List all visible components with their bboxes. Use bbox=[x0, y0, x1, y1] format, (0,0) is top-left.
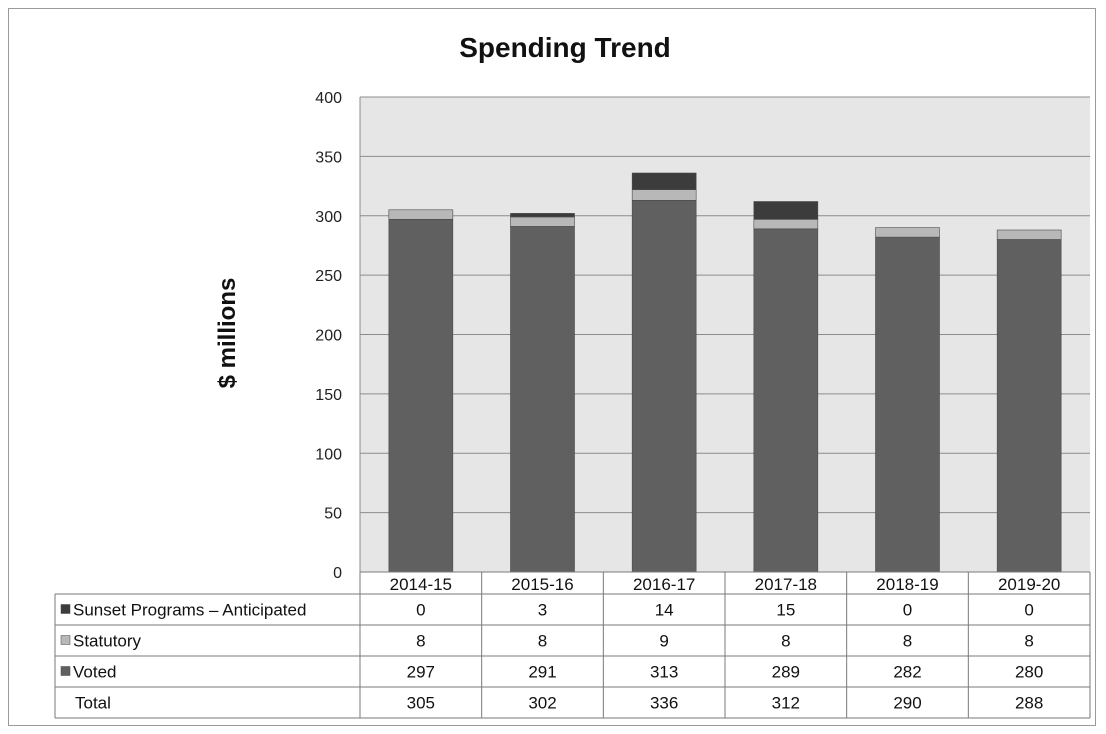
total-value: 302 bbox=[528, 694, 556, 713]
y-tick-label: 350 bbox=[315, 149, 342, 166]
data-label: 280 bbox=[1015, 663, 1043, 682]
data-label: 313 bbox=[650, 663, 678, 682]
legend-swatch bbox=[60, 666, 71, 676]
bar-segment-voted bbox=[388, 219, 454, 573]
data-label: 291 bbox=[528, 663, 556, 682]
bar-segment-statutory bbox=[996, 229, 1062, 240]
total-label: Total bbox=[75, 694, 111, 713]
data-label: 289 bbox=[772, 663, 800, 682]
legend-label: Sunset Programs – Anticipated bbox=[73, 601, 306, 620]
data-label: 8 bbox=[416, 632, 425, 651]
y-tick-label: 100 bbox=[315, 446, 342, 463]
total-value: 336 bbox=[650, 694, 678, 713]
y-tick-label: 400 bbox=[315, 90, 342, 107]
bar-segment-statutory bbox=[631, 189, 697, 201]
x-tick-label: 2019-20 bbox=[998, 575, 1060, 594]
data-label: 8 bbox=[1024, 632, 1033, 651]
total-value: 305 bbox=[407, 694, 435, 713]
y-tick-label: 150 bbox=[315, 387, 342, 404]
total-value: 312 bbox=[772, 694, 800, 713]
bar-segment-sunset bbox=[510, 213, 575, 218]
x-tick-label: 2016-17 bbox=[633, 575, 695, 594]
bar-segment-voted bbox=[753, 228, 819, 573]
total-value: 288 bbox=[1015, 694, 1043, 713]
data-label: 8 bbox=[538, 632, 547, 651]
legend-label: Voted bbox=[73, 663, 117, 682]
plot-area: 0 50 100 150 200 250 300 350 400 bbox=[315, 90, 1090, 582]
data-label: 0 bbox=[1024, 601, 1033, 620]
bar-segment-voted bbox=[510, 226, 575, 573]
y-tick-label: 50 bbox=[324, 506, 342, 523]
x-tick-label: 2015-16 bbox=[511, 575, 573, 594]
y-tick-label: 250 bbox=[315, 268, 342, 285]
x-tick-label: 2018-19 bbox=[876, 575, 938, 594]
bar-segment-statutory bbox=[875, 227, 940, 238]
x-tick-label: 2017-18 bbox=[755, 575, 817, 594]
bar-segment-sunset bbox=[631, 172, 697, 190]
bar-segment-statutory bbox=[510, 216, 575, 227]
data-label: 8 bbox=[903, 632, 912, 651]
y-tick-label: 200 bbox=[315, 328, 342, 345]
data-label: 8 bbox=[781, 632, 790, 651]
data-label: 9 bbox=[659, 632, 668, 651]
data-table: 2014-15 2015-16 2016-17 2017-18 2018-19 2019-… bbox=[54, 571, 1091, 719]
bar-segment-sunset bbox=[753, 201, 819, 220]
y-tick-label: 0 bbox=[333, 565, 342, 582]
bar-segment-statutory bbox=[388, 209, 454, 220]
y-tick-label: 300 bbox=[315, 209, 342, 226]
chart-title: Spending Trend bbox=[459, 32, 671, 63]
data-label: 14 bbox=[655, 601, 674, 620]
bar-segment-voted bbox=[631, 200, 697, 573]
data-label: 0 bbox=[903, 601, 912, 620]
data-label: 0 bbox=[416, 601, 425, 620]
legend-swatch bbox=[60, 635, 71, 645]
x-tick-label: 2014-15 bbox=[390, 575, 452, 594]
legend-label: Statutory bbox=[73, 632, 142, 651]
y-axis-label: $ millions bbox=[214, 278, 241, 389]
bar-segment-statutory bbox=[753, 219, 819, 230]
total-value: 290 bbox=[893, 694, 921, 713]
legend-swatch bbox=[60, 604, 71, 614]
data-label: 3 bbox=[538, 601, 547, 620]
data-label: 15 bbox=[776, 601, 795, 620]
bar-segment-voted bbox=[875, 236, 940, 573]
data-label: 282 bbox=[893, 663, 921, 682]
data-label: 297 bbox=[407, 663, 435, 682]
bar-segment-voted bbox=[996, 239, 1062, 573]
